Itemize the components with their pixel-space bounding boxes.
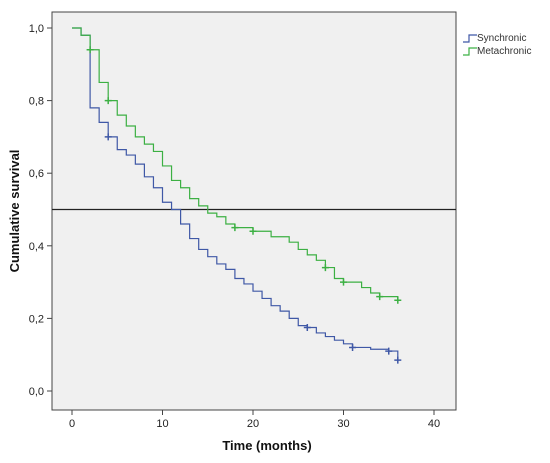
y-tick-label: 1,0	[29, 23, 44, 35]
series-line-metachronic	[72, 27, 399, 301]
legend-swatch	[463, 47, 477, 56]
censor-mark	[231, 224, 239, 232]
y-tick-label: 0,2	[29, 313, 44, 325]
series-group	[72, 27, 402, 364]
x-axis: 0 10 20 30 40	[69, 410, 440, 430]
y-axis-title: Cumulative survival	[7, 150, 22, 273]
x-axis-title: Time (months)	[222, 438, 311, 453]
censor-mark	[385, 347, 393, 355]
x-tick-label: 10	[156, 418, 168, 430]
x-tick-label: 20	[247, 418, 259, 430]
legend-swatch	[463, 34, 477, 43]
y-axis: 0,0 0,2 0,4 0,6 0,8 1,0	[29, 23, 52, 398]
x-tick-label: 0	[69, 418, 75, 430]
censor-mark	[394, 296, 402, 304]
series-line-synchronic	[72, 27, 399, 361]
censor-mark	[394, 356, 402, 364]
legend: Synchronic Metachronic	[463, 33, 531, 57]
censor-mark	[340, 278, 347, 286]
y-tick-label: 0,4	[29, 241, 44, 253]
y-tick-label: 0,6	[29, 168, 44, 180]
censor-mark	[104, 97, 112, 105]
censor-mark	[303, 323, 311, 331]
legend-label: Metachronic	[477, 46, 531, 57]
censor-mark	[349, 343, 357, 351]
y-tick-label: 0,0	[29, 386, 44, 398]
plot-area	[51, 11, 457, 411]
x-tick-label: 30	[337, 418, 349, 430]
censor-mark	[249, 227, 257, 235]
censor-mark	[86, 46, 94, 54]
legend-label: Synchronic	[477, 33, 526, 44]
censor-mark	[321, 264, 329, 272]
x-tick-label: 40	[428, 418, 440, 430]
censor-mark	[376, 293, 384, 301]
y-tick-label: 0,8	[29, 96, 44, 108]
censor-mark	[104, 133, 112, 141]
